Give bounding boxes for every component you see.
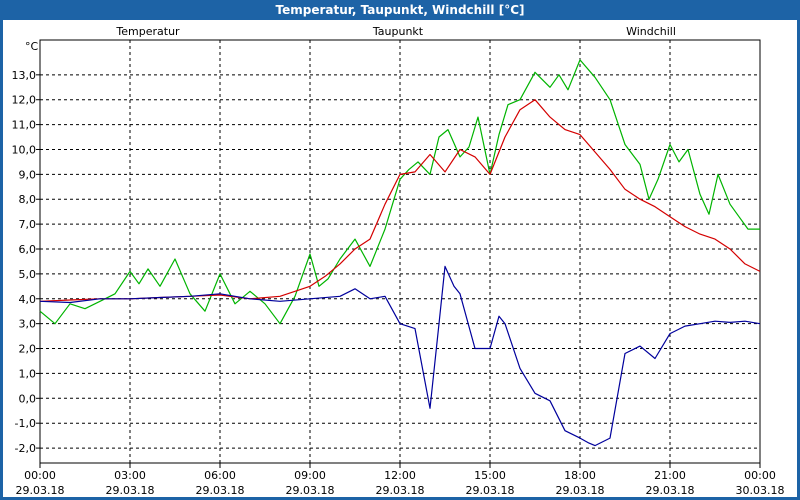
x-tick-date-label: 29.03.18 <box>106 484 155 497</box>
grid-lines <box>40 40 760 463</box>
y-axis-ticks: -2,0 -1,0 0,0 1,0 2,0 3,0 4,0 5,0 6,0 7,0 8,0 9,0 10… <box>12 69 40 455</box>
x-tick-date-label: 29.03.18 <box>646 484 695 497</box>
x-tick-time-label: 15:00 <box>474 469 506 482</box>
legend-taupunkt: Taupunkt <box>372 25 424 38</box>
series-line-temperatur <box>39 99 761 302</box>
x-tick-date-label: 29.03.18 <box>556 484 605 497</box>
x-tick-time-label: 18:00 <box>564 469 596 482</box>
series-line-taupunkt <box>39 265 761 447</box>
x-tick-time-label: 00:00 <box>744 469 776 482</box>
x-tick-date-label: 29.03.18 <box>16 484 65 497</box>
y-tick-label: -1,0 <box>15 417 36 430</box>
y-tick-label: 1,0 <box>19 367 37 380</box>
y-tick-label: 11,0 <box>12 119 37 132</box>
legend-windchill: Windchill <box>626 25 676 38</box>
y-tick-label: 12,0 <box>12 94 37 107</box>
x-tick-date-label: 29.03.18 <box>196 484 245 497</box>
y-tick-label: 7,0 <box>19 218 37 231</box>
x-tick-time-label: 09:00 <box>294 469 326 482</box>
window-title: Temperatur, Taupunkt, Windchill [°C] <box>0 0 800 20</box>
legend-temperatur: Temperatur <box>115 25 180 38</box>
y-tick-label: 10,0 <box>12 143 37 156</box>
x-tick-time-label: 06:00 <box>204 469 236 482</box>
series-line-windchill <box>39 59 760 325</box>
y-tick-label: 6,0 <box>19 243 37 256</box>
x-tick-time-label: 12:00 <box>384 469 416 482</box>
x-tick-time-label: 21:00 <box>654 469 686 482</box>
y-tick-label: 9,0 <box>19 168 37 181</box>
x-tick-date-label: 29.03.18 <box>376 484 425 497</box>
y-tick-label: 3,0 <box>19 318 37 331</box>
y-tick-label: 2,0 <box>19 343 37 356</box>
y-tick-label: 8,0 <box>19 193 37 206</box>
x-tick-date-label: 29.03.18 <box>466 484 515 497</box>
x-tick-time-label: 03:00 <box>114 469 146 482</box>
series-lines <box>39 59 761 447</box>
x-tick-date-label: 30.03.18 <box>736 484 785 497</box>
x-tick-date-label: 29.03.18 <box>286 484 335 497</box>
y-axis-unit-label: °C <box>25 40 39 53</box>
x-tick-time-label: 00:00 <box>24 469 56 482</box>
y-tick-label: 13,0 <box>12 69 37 82</box>
x-axis-ticks: 00:00 29.03.18 03:00 29.03.18 06:00 29.03.18 0… <box>16 463 785 497</box>
y-tick-label: 0,0 <box>19 392 37 405</box>
y-tick-label: 4,0 <box>19 293 37 306</box>
y-tick-label: -2,0 <box>15 442 36 455</box>
y-tick-label: 5,0 <box>19 268 37 281</box>
